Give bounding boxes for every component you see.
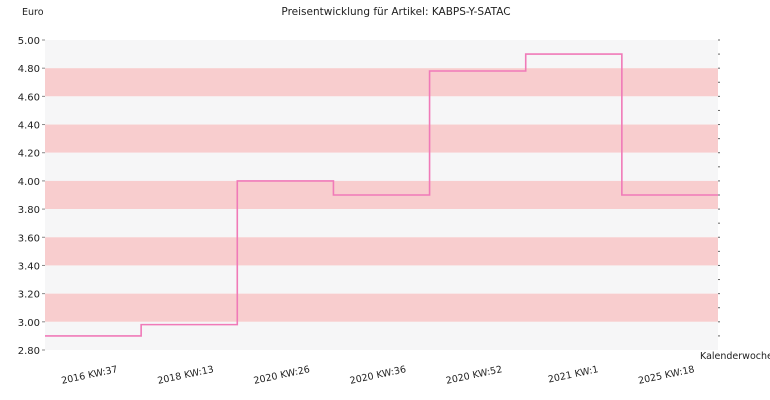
chart-bands bbox=[45, 40, 718, 350]
y-band bbox=[45, 321, 718, 350]
right-axis-ticks bbox=[718, 39, 720, 337]
series-line-preis bbox=[45, 53, 718, 337]
x-tick-label: 2020 KW:36 bbox=[349, 364, 407, 387]
x-tick-label: 2025 KW:18 bbox=[637, 364, 695, 387]
x-tick-label: 2018 KW:13 bbox=[157, 364, 215, 387]
x-tick-label: 2020 KW:26 bbox=[253, 364, 311, 387]
y-axis-label: Euro bbox=[22, 7, 44, 18]
y-tick-label: 4.40 bbox=[18, 121, 40, 132]
x-tick-labels: 2016 KW:37 2018 KW:13 2020 KW:26 2020 KW:36… bbox=[60, 364, 695, 387]
y-band bbox=[45, 68, 718, 97]
x-axis-label: Kalenderwoche bbox=[700, 351, 770, 362]
y-band bbox=[45, 124, 718, 153]
y-band bbox=[45, 293, 718, 322]
y-tick-label: 3.60 bbox=[18, 233, 40, 244]
y-tick-label: 4.00 bbox=[18, 177, 40, 188]
y-tick-label: 5.00 bbox=[18, 36, 40, 47]
y-tick-labels: 5.00 4.80 4.60 4.40 4.20 4.00 3.80 3.60 3.40 3.20… bbox=[18, 36, 45, 357]
y-band bbox=[45, 265, 718, 294]
y-band bbox=[45, 152, 718, 181]
y-tick-label: 4.80 bbox=[18, 64, 40, 75]
x-tick-label: 2021 KW:1 bbox=[547, 364, 599, 385]
y-tick-label: 3.40 bbox=[18, 261, 40, 272]
y-tick-label: 4.60 bbox=[18, 92, 40, 103]
y-tick-label: 3.80 bbox=[18, 205, 40, 216]
y-band bbox=[45, 237, 718, 266]
y-band bbox=[45, 209, 718, 238]
x-tick-label: 2020 KW:52 bbox=[445, 364, 503, 387]
series-group bbox=[45, 53, 718, 337]
y-tick-label: 3.00 bbox=[18, 318, 40, 329]
y-band bbox=[45, 96, 718, 125]
chart-title: Preisentwicklung für Artikel: KABPS-Y-SA… bbox=[281, 6, 510, 18]
x-tick-label: 2016 KW:37 bbox=[60, 364, 118, 387]
y-tick-label: 2.80 bbox=[18, 346, 40, 357]
y-tick-label: 4.20 bbox=[18, 149, 40, 160]
y-tick-label: 3.20 bbox=[18, 290, 40, 301]
